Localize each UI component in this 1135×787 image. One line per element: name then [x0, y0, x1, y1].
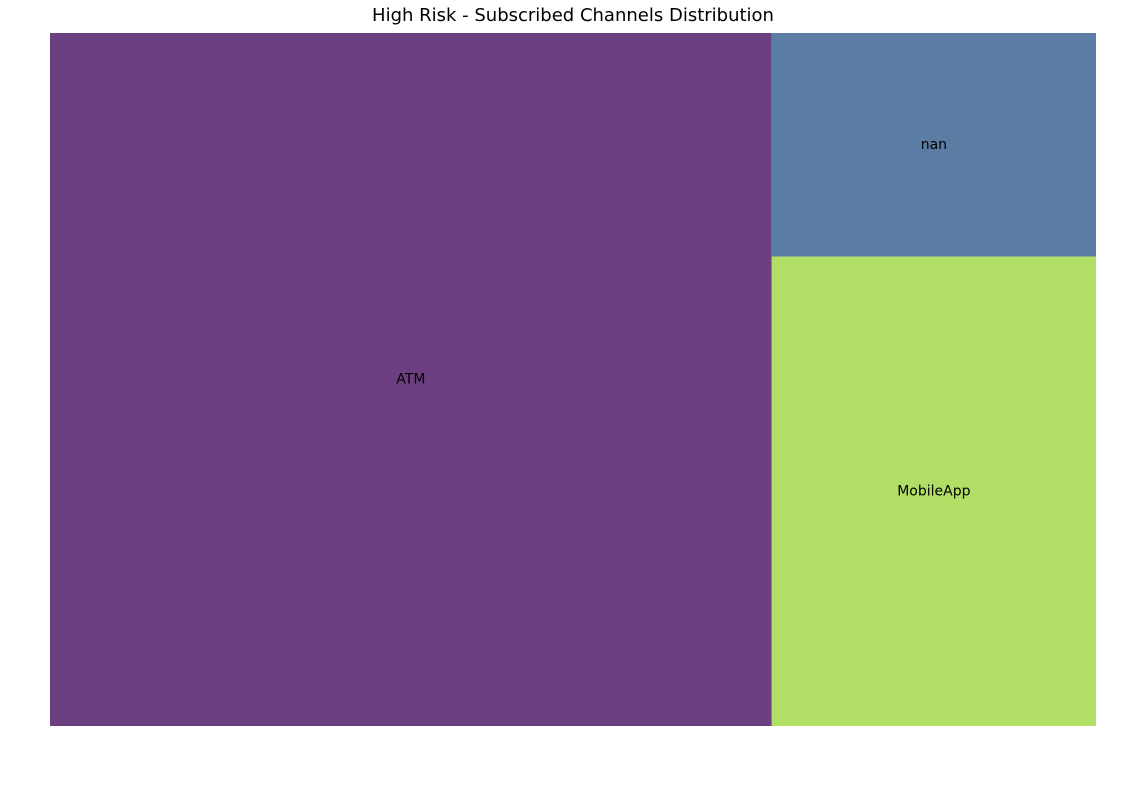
treemap-label-nan: nan	[921, 137, 947, 153]
treemap-rect-atm	[50, 33, 772, 726]
chart-title: High Risk - Subscribed Channels Distribu…	[372, 5, 774, 26]
treemap-rect-mobileapp	[771, 256, 1096, 726]
treemap-cell-nan: nan	[771, 33, 1096, 257]
treemap-label-mobileapp: MobileApp	[897, 483, 970, 499]
treemap-cell-mobileapp: MobileApp	[771, 256, 1096, 726]
treemap-cell-atm: ATM	[50, 33, 772, 726]
treemap-label-atm: ATM	[396, 372, 425, 388]
treemap-rect-nan	[771, 33, 1096, 257]
